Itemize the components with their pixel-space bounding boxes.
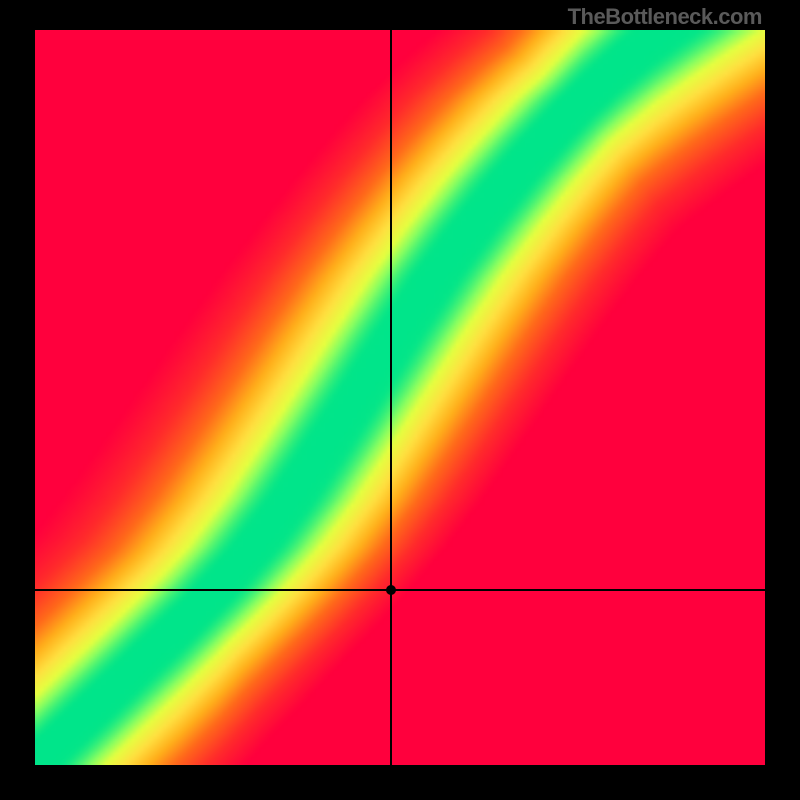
watermark-text: TheBottleneck.com xyxy=(568,4,762,30)
crosshair-vertical xyxy=(390,30,392,765)
crosshair-horizontal xyxy=(35,589,765,591)
chart-container: TheBottleneck.com xyxy=(0,0,800,800)
bottleneck-heatmap xyxy=(35,30,765,765)
